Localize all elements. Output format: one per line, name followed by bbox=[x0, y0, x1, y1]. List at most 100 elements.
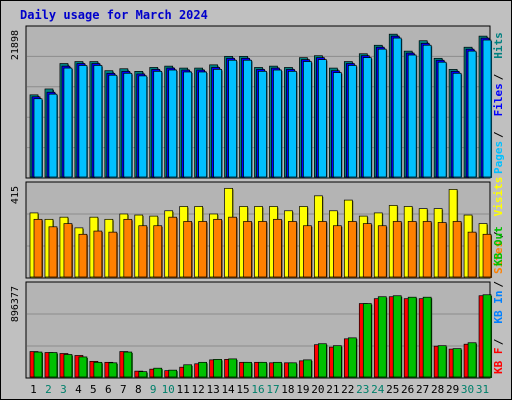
legend-kbytes: KB F / KB In / KB Out bbox=[492, 226, 505, 374]
bar-pages-day-4 bbox=[78, 65, 88, 178]
bar-kb-out-day-16 bbox=[258, 361, 267, 378]
bar-kb-out-day-22 bbox=[347, 337, 357, 378]
bar-sites-day-3 bbox=[63, 223, 73, 278]
bar-kb-out-day-27 bbox=[422, 296, 432, 378]
bar-kb-out-day-20 bbox=[318, 343, 327, 378]
bar-sites-day-31 bbox=[482, 233, 492, 278]
bar-sites-day-5 bbox=[93, 230, 103, 278]
x-tick-label-19: 19 bbox=[296, 383, 309, 396]
x-tick-label-3: 3 bbox=[60, 383, 67, 396]
x-tick-label-23: 23 bbox=[356, 383, 369, 396]
x-axis-labels: 1 2 3 4 5 6 7 8 9 10 11 12 13 14 15 16 17 18 19 20 21 22 23 24 2… bbox=[30, 383, 489, 396]
bar-sites-day-18 bbox=[288, 221, 297, 278]
bar-sites-day-24 bbox=[377, 225, 387, 278]
bar-pages-day-28 bbox=[437, 61, 447, 178]
bar-pages-day-14 bbox=[228, 59, 237, 178]
bar-sites-day-23 bbox=[362, 223, 372, 278]
bar-sites-day-8 bbox=[138, 225, 148, 278]
bar-kb-out-day-30 bbox=[467, 342, 477, 378]
x-tick-label-22: 22 bbox=[341, 383, 354, 396]
bar-kb-out-day-12 bbox=[198, 361, 207, 378]
legend-separator: / bbox=[492, 131, 505, 138]
bar-pages-day-12 bbox=[198, 71, 207, 178]
bar-pages-day-17 bbox=[273, 69, 282, 178]
bar-kb-out-day-13 bbox=[213, 359, 222, 378]
bar-kb-out-day-11 bbox=[183, 364, 193, 378]
x-tick-label-16: 16 bbox=[251, 383, 264, 396]
x-tick-label-8: 8 bbox=[135, 383, 142, 396]
chart-panels: 21898 Pages / Files / Hits 415 Sites / Visi… bbox=[10, 25, 505, 379]
bar-pages-day-30 bbox=[467, 50, 477, 178]
bar-kb-out-day-4 bbox=[78, 356, 88, 378]
x-tick-label-1: 1 bbox=[30, 383, 37, 396]
bar-pages-day-13 bbox=[213, 69, 222, 178]
x-tick-label-9: 9 bbox=[150, 383, 157, 396]
bar-pages-day-2 bbox=[48, 93, 58, 178]
legend-hits: Hits bbox=[492, 32, 505, 59]
bar-pages-day-15 bbox=[243, 59, 252, 178]
legend-visits-sites: Sites / Visits bbox=[492, 177, 505, 274]
bar-pages-day-7 bbox=[123, 72, 133, 178]
bar-sites-day-6 bbox=[108, 231, 118, 278]
x-tick-label-7: 7 bbox=[120, 383, 127, 396]
bar-sites-day-7 bbox=[123, 218, 133, 278]
legend-separator: / bbox=[492, 231, 505, 238]
x-tick-label-13: 13 bbox=[206, 383, 219, 396]
bar-pages-day-3 bbox=[63, 67, 73, 178]
bar-sites-day-12 bbox=[198, 221, 207, 278]
bar-pages-day-11 bbox=[183, 71, 193, 178]
x-tick-label-10: 10 bbox=[162, 383, 175, 396]
legend-kb-out: KB Out bbox=[492, 226, 505, 266]
bar-pages-day-26 bbox=[407, 54, 417, 178]
bar-pages-day-10 bbox=[168, 69, 178, 178]
bar-pages-day-8 bbox=[138, 75, 148, 178]
legend-sites: Sites bbox=[492, 241, 505, 274]
x-tick-label-31: 31 bbox=[476, 383, 489, 396]
bar-sites-day-4 bbox=[78, 233, 88, 278]
scale-max-label: 21898 bbox=[10, 30, 21, 60]
x-tick-label-14: 14 bbox=[221, 383, 235, 396]
bar-pages-day-27 bbox=[422, 44, 432, 178]
bar-pages-day-5 bbox=[93, 65, 103, 178]
bar-kb-out-day-7 bbox=[123, 351, 133, 378]
bar-kb-out-day-8 bbox=[138, 371, 148, 378]
bar-sites-day-1 bbox=[33, 218, 43, 278]
bar-sites-day-17 bbox=[273, 218, 282, 278]
bar-kb-out-day-1 bbox=[33, 351, 43, 378]
bar-pages-day-22 bbox=[347, 65, 357, 178]
bar-kb-out-day-6 bbox=[108, 362, 118, 378]
bar-pages-day-29 bbox=[452, 72, 462, 178]
scale-max-label: 896377 bbox=[10, 286, 21, 322]
panel-kbytes: 896377 KB F / KB In / KB Out bbox=[10, 226, 505, 379]
bar-kb-out-day-19 bbox=[303, 359, 312, 378]
bar-kb-out-day-5 bbox=[93, 361, 103, 378]
bar-kb-out-day-21 bbox=[333, 345, 342, 378]
bar-sites-day-26 bbox=[407, 221, 417, 278]
legend-separator: / bbox=[492, 281, 505, 288]
bar-kb-out-day-17 bbox=[273, 361, 282, 378]
bar-kb-out-day-29 bbox=[452, 348, 462, 378]
bar-sites-day-21 bbox=[333, 225, 342, 278]
legend-separator: / bbox=[492, 338, 505, 345]
x-tick-label-24: 24 bbox=[371, 383, 385, 396]
panel-visits-sites: 415 Sites / Visits bbox=[10, 177, 505, 279]
bar-kb-out-day-18 bbox=[288, 362, 297, 378]
bar-kb-out-day-10 bbox=[168, 369, 178, 378]
x-tick-label-17: 17 bbox=[266, 383, 279, 396]
x-tick-label-18: 18 bbox=[281, 383, 294, 396]
x-tick-label-20: 20 bbox=[311, 383, 324, 396]
x-tick-label-11: 11 bbox=[177, 383, 190, 396]
x-tick-label-21: 21 bbox=[326, 383, 339, 396]
bar-pages-day-20 bbox=[318, 59, 327, 178]
x-tick-label-12: 12 bbox=[192, 383, 205, 396]
bar-sites-day-15 bbox=[243, 221, 252, 278]
legend-pages: Pages bbox=[492, 141, 505, 174]
bar-kb-out-day-14 bbox=[228, 358, 237, 378]
bar-sites-day-2 bbox=[48, 226, 58, 278]
bar-kb-out-day-3 bbox=[63, 354, 73, 378]
bar-pages-day-16 bbox=[258, 70, 267, 178]
bar-sites-day-29 bbox=[452, 221, 462, 278]
x-tick-label-2: 2 bbox=[45, 383, 52, 396]
chart-title: Daily usage for March 2024 bbox=[20, 8, 208, 22]
